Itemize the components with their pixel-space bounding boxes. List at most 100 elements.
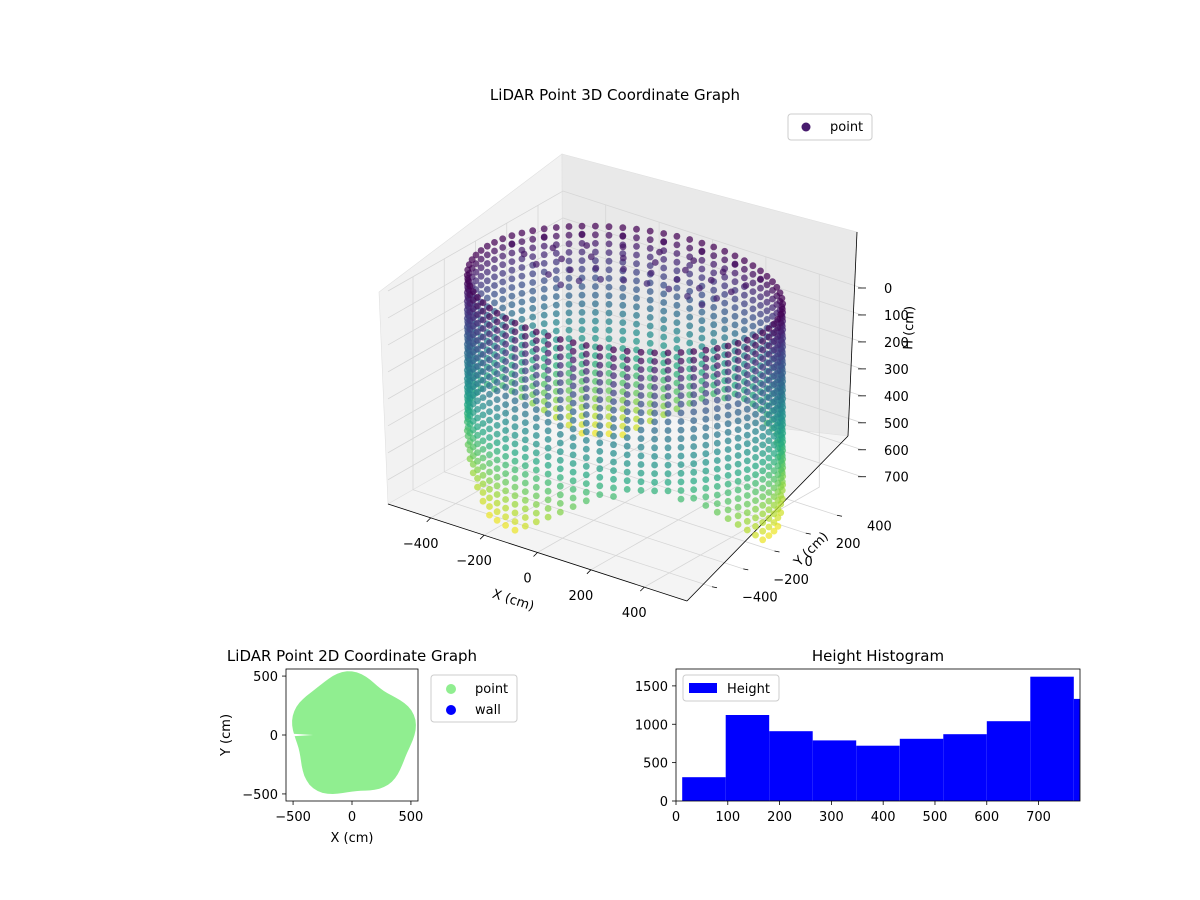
lidar-point (605, 326, 613, 334)
lidar-point (673, 232, 681, 240)
lidar-point (508, 232, 516, 240)
lidar-point (544, 513, 552, 521)
lidar-point (752, 385, 759, 392)
histogram-bar (725, 715, 770, 801)
2d-legend-label-wall: wall (475, 703, 501, 718)
grid-x-4 (644, 274, 820, 588)
lidar-point (677, 357, 685, 365)
lidar-point (521, 367, 529, 375)
lidar-point (610, 441, 617, 449)
lidar-point (605, 223, 613, 231)
lidar-point (521, 350, 529, 357)
lidar-point (529, 287, 537, 295)
lidar-point (479, 299, 487, 307)
lidar-point (592, 222, 599, 230)
lidar-point (698, 291, 706, 299)
lidar-point (610, 346, 617, 354)
lidar-point (610, 484, 617, 492)
lidar-point (464, 266, 472, 274)
lidar-point (759, 338, 767, 345)
lidar-point (759, 484, 767, 492)
lidar-point (673, 250, 681, 257)
lidar-point (673, 284, 681, 292)
lidar-point (690, 468, 698, 476)
z-tick-label: 600 (884, 444, 909, 459)
histogram-legend: Height (682, 674, 780, 702)
lidar-point (508, 284, 516, 291)
lidar-point (605, 231, 613, 239)
lidar-point (605, 257, 613, 265)
lidar-point (592, 231, 599, 239)
lidar-point (502, 366, 509, 374)
lidar-point (532, 483, 540, 491)
lidar-point (721, 247, 729, 255)
lidar-point (477, 247, 485, 254)
lidar-point (759, 424, 767, 432)
lidar-point (721, 273, 729, 281)
lidar-point (511, 397, 519, 405)
lidar-point (690, 391, 698, 399)
lidar-point (686, 331, 694, 338)
lidar-point (752, 514, 759, 522)
lidar-point (713, 362, 721, 369)
lidar-point (486, 390, 493, 398)
lidar-point (511, 414, 519, 422)
lidar-point (759, 381, 767, 388)
x-tick-label: −400 (403, 537, 439, 552)
lidar-point (491, 273, 498, 281)
lidar-point (486, 511, 493, 519)
lidar-point (710, 243, 718, 251)
lidar-point (540, 277, 548, 284)
lidar-point (493, 378, 501, 386)
lidar-point (660, 299, 668, 306)
lidar-point (569, 451, 577, 459)
lidar-point (633, 277, 640, 285)
lidar-point (651, 427, 658, 434)
lidar-point (532, 337, 540, 344)
lidar-point (724, 377, 732, 384)
lidar-point (743, 526, 751, 534)
lidar-point (493, 499, 501, 507)
lidar-point (770, 527, 778, 535)
lidar-point (521, 393, 529, 401)
lidar-point (710, 312, 718, 320)
lidar-point (569, 468, 577, 476)
grid-z-3 (387, 271, 863, 373)
lidar-point (743, 517, 751, 525)
lidar-point (610, 398, 617, 405)
histogram-bar (943, 734, 987, 801)
lidar-point (493, 396, 501, 403)
lidar-point (752, 333, 759, 340)
lidar-point (502, 461, 509, 469)
lidar-point (596, 465, 604, 473)
lidar-point (637, 383, 645, 391)
lidar-point (759, 467, 767, 475)
lidar-point (713, 508, 721, 516)
lidar-point (540, 225, 548, 233)
lidar-point (556, 474, 564, 481)
lidar-point (610, 355, 617, 362)
lidar-point (596, 448, 604, 455)
lidar-point (721, 256, 729, 264)
lidar-point (502, 332, 509, 339)
lidar-point (511, 518, 519, 525)
lidar-point (552, 301, 560, 309)
lidar-point (677, 435, 685, 443)
histogram-bar (899, 738, 944, 801)
lidar-point (734, 503, 742, 511)
lidar-point (532, 328, 540, 336)
lidar-point (734, 426, 742, 433)
3d-legend-box (787, 113, 873, 141)
lidar-point (502, 349, 509, 357)
lidar-point (511, 457, 519, 465)
lidar-point (656, 248, 663, 256)
x-tick-label: −200 (456, 554, 492, 569)
lidar-point (702, 493, 710, 501)
lidar-point (765, 402, 773, 410)
hist-x-tick-label: 600 (974, 810, 999, 825)
lidar-point (752, 479, 759, 487)
lidar-point (582, 419, 590, 427)
lidar-point (763, 290, 771, 297)
lidar-point (741, 317, 748, 325)
hist-y-tick-label: 1500 (635, 680, 668, 695)
